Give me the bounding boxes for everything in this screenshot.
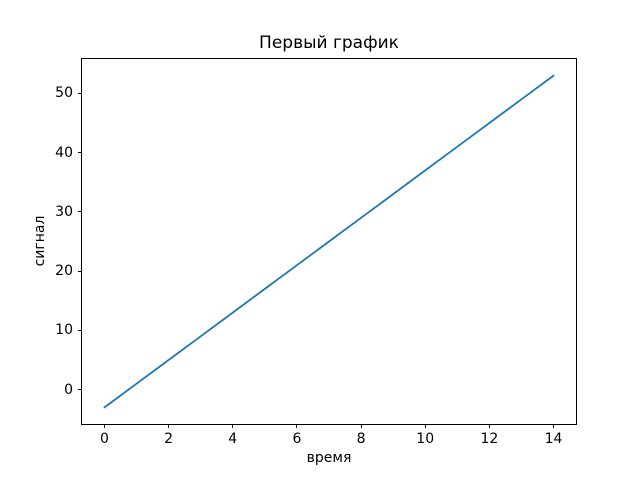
x-tick-label: 10	[416, 431, 435, 447]
y-tick-label: 50	[55, 85, 73, 102]
y-tick-mark	[78, 270, 82, 272]
y-tick-label: 0	[64, 381, 73, 398]
y-tick-mark	[78, 389, 82, 391]
x-tick-label: 8	[356, 431, 366, 447]
y-tick-mark	[78, 92, 82, 94]
signal-line	[103, 74, 555, 409]
y-tick-mark	[78, 211, 82, 213]
x-axis-label: время	[306, 450, 352, 466]
y-tick-label: 10	[55, 322, 73, 339]
y-tick-label: 30	[55, 203, 73, 220]
y-tick-label: 20	[55, 263, 73, 280]
x-tick-label: 0	[99, 431, 109, 447]
y-tick-label: 40	[55, 144, 73, 161]
x-tick-mark	[232, 424, 234, 428]
x-tick-mark	[168, 424, 170, 428]
x-tick-mark	[360, 424, 362, 428]
x-tick-mark	[553, 424, 555, 428]
y-tick-mark	[78, 152, 82, 154]
plot-area: 0 2 4 6 8 10 12 14 0 10 20 30 40 50	[55, 58, 577, 447]
line-series-svg	[103, 74, 555, 409]
x-tick-label: 14	[544, 431, 563, 447]
y-axis-label: сигнал	[32, 215, 48, 267]
x-tick-label: 12	[480, 431, 499, 447]
x-tick-mark	[488, 424, 490, 428]
chart-title: Первый график	[259, 33, 399, 53]
x-tick-mark	[424, 424, 426, 428]
x-tick-label: 6	[292, 431, 302, 447]
x-tick-label: 4	[228, 431, 238, 447]
x-tick-mark	[103, 424, 105, 428]
y-tick-mark	[78, 329, 82, 331]
x-tick-mark	[296, 424, 298, 428]
x-tick-label: 2	[164, 431, 174, 447]
